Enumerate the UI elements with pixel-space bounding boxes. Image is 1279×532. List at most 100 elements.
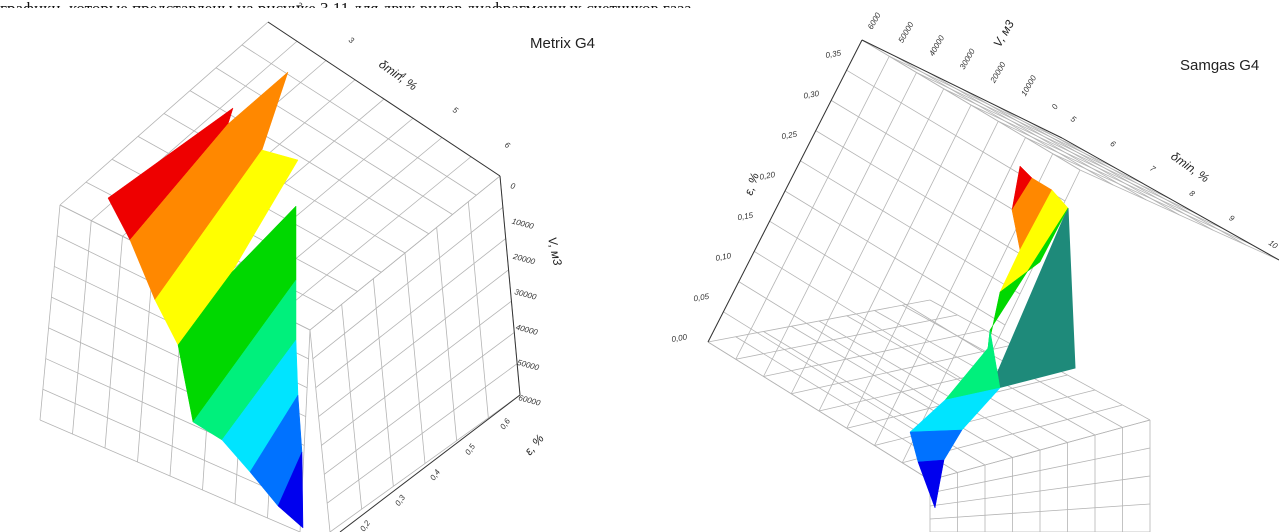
right-ylabel: V, м3 bbox=[990, 17, 1017, 49]
tick-label: 0 bbox=[1050, 102, 1060, 111]
tick-label: 0,25 bbox=[781, 129, 798, 141]
chart-title-left: Metrix G4 bbox=[530, 35, 595, 52]
grid-line bbox=[312, 206, 504, 360]
grid-line bbox=[818, 320, 1041, 451]
right-xlabel: δmin, % bbox=[1168, 149, 1212, 186]
tick-label: 6000 bbox=[866, 11, 883, 31]
left-xlabel: δmin, % bbox=[376, 57, 420, 94]
tick-label: 10000 bbox=[1019, 73, 1038, 97]
grid-line bbox=[1052, 153, 1253, 246]
grid-line bbox=[784, 190, 1006, 326]
grid-line bbox=[215, 67, 453, 215]
tick-label: 50000 bbox=[897, 20, 916, 44]
grid-line bbox=[42, 388, 302, 504]
grid-line bbox=[404, 252, 426, 464]
tick-label: 0,5 bbox=[463, 442, 477, 457]
grid-line bbox=[998, 120, 1198, 215]
tick-label: 20000 bbox=[511, 252, 536, 267]
tick-label: 40000 bbox=[515, 323, 539, 338]
grid-line bbox=[943, 88, 1144, 185]
grid-line bbox=[889, 55, 1090, 154]
left-z-axis bbox=[339, 394, 521, 532]
tick-label: 0,4 bbox=[428, 467, 442, 482]
tick-label: 8 bbox=[1188, 189, 1197, 199]
right-grid bbox=[707, 39, 1279, 532]
grid-line bbox=[929, 475, 1151, 507]
tick-label: 40000 bbox=[927, 33, 946, 57]
tick-label: 0,05 bbox=[693, 292, 710, 304]
grid-line bbox=[1025, 137, 1225, 230]
chart-title-right: Samgas G4 bbox=[1180, 57, 1259, 74]
grid-line bbox=[970, 104, 1171, 200]
grid-line bbox=[861, 39, 1081, 171]
grid-line bbox=[916, 72, 1117, 169]
chart-metrix-g4: Metrix G4 δmin, % V, м3 ε, % 2 3 4 5 6 0 1000… bbox=[39, 0, 595, 532]
chart-samgas-g4: Samgas G4 δmin, % V, м3 ε, % 5 6 7 8 9 10 0 10… bbox=[671, 11, 1279, 532]
tick-label: 0,20 bbox=[759, 170, 776, 182]
grid-line bbox=[72, 220, 92, 435]
tick-label: 0,6 bbox=[498, 416, 512, 431]
tick-label: 6 bbox=[503, 140, 512, 150]
grid-line bbox=[753, 251, 976, 388]
grid-line bbox=[436, 227, 458, 441]
right-x-ticks: 5 6 7 8 9 10 bbox=[1069, 114, 1279, 251]
tick-label: 0,35 bbox=[825, 48, 842, 60]
tick-label: 2 bbox=[294, 0, 304, 11]
tick-label: 0,00 bbox=[671, 332, 688, 344]
tick-label: 3 bbox=[347, 35, 356, 45]
tick-label: 20000 bbox=[988, 60, 1008, 85]
right-y-axis bbox=[861, 39, 1063, 139]
tick-label: 0,30 bbox=[803, 89, 820, 101]
tick-label: 10000 bbox=[511, 217, 535, 232]
grid-line bbox=[39, 204, 61, 421]
grid-line bbox=[929, 419, 1151, 481]
tick-label: 0,10 bbox=[715, 251, 732, 263]
tick-label: 60000 bbox=[517, 393, 541, 408]
tick-label: 7 bbox=[1148, 164, 1157, 174]
tick-label: 4 bbox=[399, 70, 408, 80]
grid-line bbox=[341, 304, 363, 510]
grid-line bbox=[791, 325, 1013, 458]
left-z-ticks: 0,2 0,3 0,4 0,5 0,6 bbox=[358, 416, 512, 532]
tick-label: 9 bbox=[1227, 213, 1236, 223]
grid-line bbox=[815, 130, 1036, 264]
grid-line bbox=[800, 160, 1021, 295]
grid-line bbox=[329, 394, 521, 532]
surface-band bbox=[154, 149, 299, 346]
tick-label: 30000 bbox=[513, 287, 537, 302]
grid-line bbox=[372, 278, 394, 487]
right-z-ticks: 0,00 0,05 0,10 0,15 0,20 0,25 0,30 0,35 bbox=[671, 48, 842, 344]
grid-line bbox=[324, 332, 515, 475]
right-zlabel: ε, % bbox=[742, 171, 762, 197]
right-z-axis bbox=[707, 39, 863, 343]
grid-line bbox=[39, 419, 301, 532]
tick-label: 50000 bbox=[516, 358, 540, 373]
left-y-axis bbox=[499, 175, 521, 396]
surface-band bbox=[177, 205, 297, 423]
tick-label: 0,15 bbox=[737, 211, 754, 223]
grid-line bbox=[318, 269, 509, 417]
grid-line bbox=[309, 175, 501, 331]
grid-line bbox=[467, 201, 489, 418]
grid-line bbox=[321, 300, 512, 446]
grid-line bbox=[738, 281, 961, 419]
grid-line bbox=[723, 311, 946, 450]
surface-band bbox=[277, 451, 304, 529]
left-surface bbox=[107, 71, 304, 529]
tick-label: 10 bbox=[1267, 238, 1279, 251]
grid-line bbox=[929, 503, 1151, 520]
left-zlabel: ε, % bbox=[522, 431, 547, 458]
tick-label: 5 bbox=[451, 105, 460, 115]
grid-line bbox=[241, 44, 477, 196]
intro-text: графики, которые представлены на рисунке… bbox=[0, 0, 692, 18]
left-ylabel: V, м3 bbox=[545, 236, 565, 267]
right-x-axis bbox=[1061, 137, 1279, 261]
grid-line bbox=[1079, 169, 1279, 261]
tick-label: 6 bbox=[1108, 139, 1117, 149]
surface-side bbox=[989, 207, 1076, 391]
grid-line bbox=[846, 315, 1068, 443]
grid-line bbox=[707, 341, 931, 481]
grid-line bbox=[104, 236, 123, 449]
right-surface bbox=[909, 165, 1076, 509]
